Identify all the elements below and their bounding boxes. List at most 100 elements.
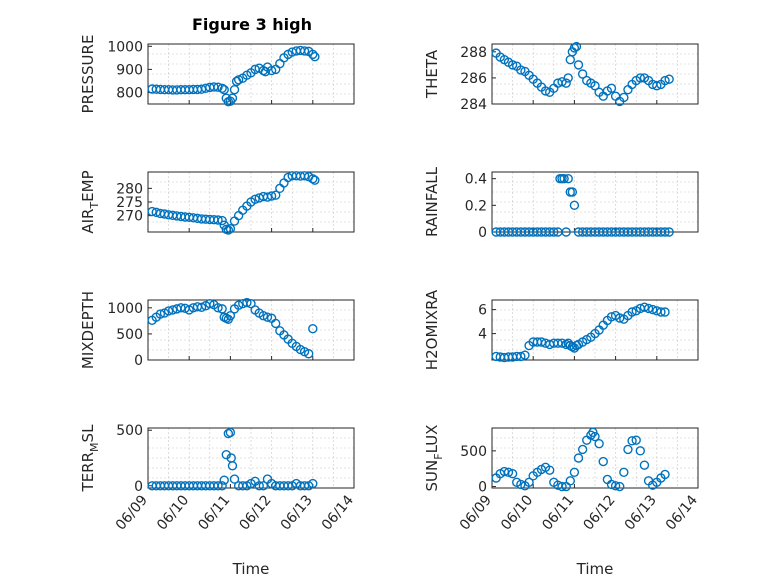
data-point [262, 312, 273, 322]
y-tick-label: 286 [460, 71, 487, 87]
x-tick-label: 06/11 [539, 492, 577, 533]
data-point [606, 83, 617, 94]
data-point [266, 65, 277, 76]
y-tick-label: 0 [478, 480, 487, 496]
data-point [569, 200, 580, 211]
x-tick-label: 06/10 [154, 492, 192, 533]
data-point [639, 302, 650, 312]
y-tick-label: 0 [478, 225, 487, 241]
series-mixdepth [147, 297, 318, 359]
y-tick-label: 275 [116, 195, 143, 211]
data-point [664, 74, 674, 84]
data-point [250, 194, 260, 204]
data-point [219, 475, 229, 485]
data-point [242, 297, 252, 308]
y-tick-label: 500 [116, 327, 143, 343]
y-tick-label: 0 [134, 479, 143, 495]
y-tick-label: 0.2 [465, 198, 487, 214]
y-tick-label: 0.4 [465, 172, 487, 188]
data-point [588, 427, 598, 437]
y-axis-label-terr_msl: TERRMSL [79, 424, 101, 493]
data-point [233, 300, 244, 310]
data-point [507, 60, 518, 70]
data-point [299, 46, 310, 56]
figure-title: Figure 3 high [192, 15, 312, 34]
subplot-terr_msl: 0 500 06/09 06/10 06/11 06/12 06/13 06/14 TERRMS… [79, 423, 357, 578]
y-axis-label-h2omixra: H2OMIXRA [423, 289, 441, 370]
data-point [544, 465, 555, 475]
data-point [213, 303, 223, 313]
data-point [229, 474, 240, 484]
data-point [557, 338, 567, 348]
x-axis-label-terr_msl: Time [232, 560, 270, 578]
data-point [516, 65, 526, 75]
data-point [660, 307, 670, 317]
y-tick-label: 500 [116, 423, 143, 439]
data-point [561, 227, 571, 237]
data-point [499, 466, 510, 477]
data-point [565, 476, 575, 486]
data-point [217, 215, 227, 226]
data-point [520, 350, 530, 360]
subplot-theta: 284 286 288 THETA [423, 41, 699, 113]
data-point [565, 54, 575, 65]
data-point [590, 81, 600, 91]
data-point [571, 41, 582, 52]
data-point [229, 216, 240, 226]
data-point [561, 339, 571, 350]
data-point [660, 75, 670, 86]
y-tick-label: 900 [116, 62, 143, 78]
data-point [155, 309, 166, 319]
data-point [225, 310, 236, 321]
data-point [652, 81, 662, 91]
data-point [507, 469, 518, 479]
data-point [623, 84, 633, 95]
data-point [217, 83, 227, 94]
grid-theta [492, 44, 698, 104]
data-point [196, 302, 207, 313]
data-point [168, 305, 178, 315]
data-point [569, 467, 580, 477]
data-point [225, 224, 236, 234]
series-sun_flux [491, 427, 670, 492]
data-point [563, 173, 573, 184]
y-tick-label: 500 [460, 444, 487, 460]
data-point [536, 337, 547, 347]
data-point [299, 171, 310, 181]
y-tick-label: 1000 [107, 39, 143, 55]
data-point [586, 430, 596, 440]
y-axis-label-air_temp: AIRTEMP [79, 170, 101, 233]
y-tick-label: 284 [460, 97, 487, 113]
subplot-h2omixra: 4 6 H2OMIXRA [423, 289, 699, 370]
data-point [577, 69, 588, 79]
x-tick-label: 06/09 [113, 492, 151, 533]
data-point [283, 481, 293, 491]
data-point [639, 460, 650, 470]
data-point [635, 446, 646, 456]
data-point [217, 481, 227, 491]
data-point [310, 51, 320, 62]
subplot-mixdepth: 0 500 1000 MIXDEPTH [79, 291, 355, 369]
data-point [567, 342, 578, 352]
axes-box-theta [491, 43, 699, 105]
data-point [233, 75, 244, 85]
data-point [308, 478, 318, 489]
data-point [275, 58, 285, 69]
subplot-sun_flux: 0 500 06/09 06/10 06/11 06/12 06/13 06/14 SUNFLU… [423, 425, 701, 578]
series-rainfall [491, 173, 674, 237]
data-point [577, 444, 588, 455]
series-pressure [147, 45, 320, 107]
data-point [631, 435, 641, 445]
data-point [227, 93, 238, 103]
data-point [619, 92, 629, 103]
grid-air_temp [148, 172, 354, 232]
y-tick-label: 6 [478, 303, 487, 319]
axes-box-pressure [147, 43, 355, 105]
y-axis-label-pressure: PRESSURE [79, 35, 97, 114]
data-point [176, 303, 186, 313]
data-point [271, 318, 281, 329]
data-point [619, 467, 629, 477]
